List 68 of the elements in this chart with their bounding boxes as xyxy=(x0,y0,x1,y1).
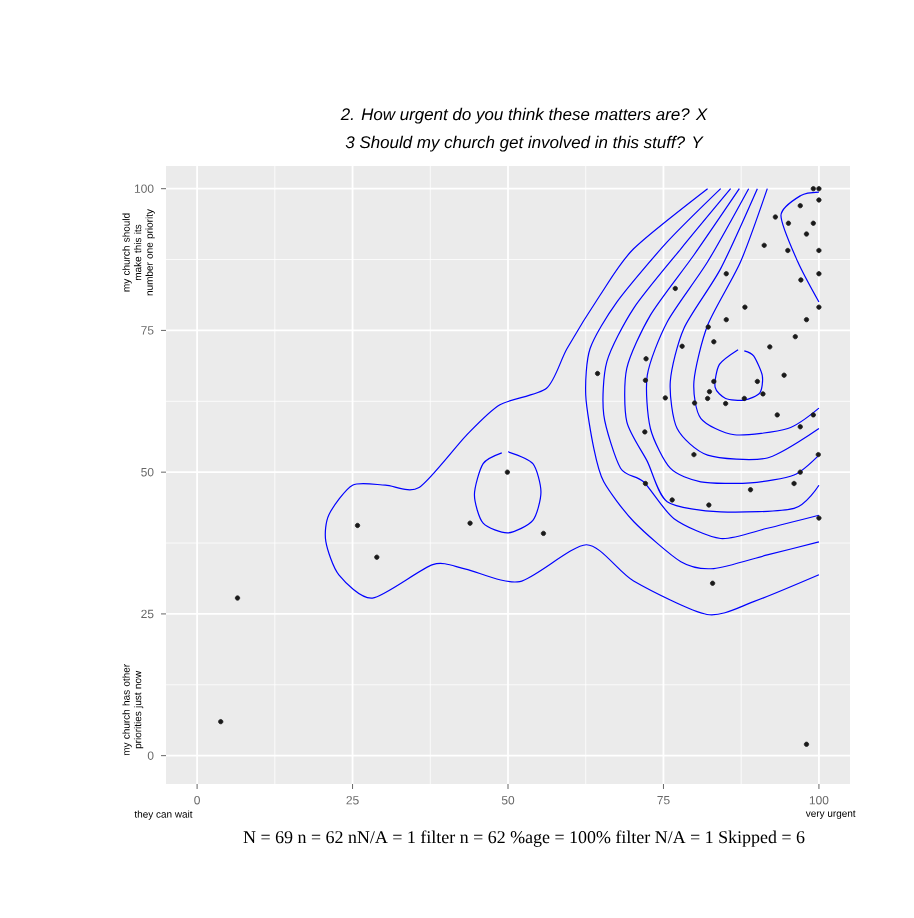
point xyxy=(711,339,717,345)
point xyxy=(706,389,713,395)
point xyxy=(785,247,791,254)
point xyxy=(742,304,748,310)
point xyxy=(643,356,649,362)
point xyxy=(810,220,816,226)
point xyxy=(504,469,510,475)
point xyxy=(816,271,822,277)
point xyxy=(540,530,547,536)
point xyxy=(691,451,697,458)
line-series xyxy=(624,188,820,513)
point xyxy=(706,502,712,508)
point xyxy=(785,220,792,226)
point xyxy=(810,186,816,192)
point xyxy=(642,429,648,435)
point xyxy=(797,469,803,475)
point xyxy=(816,515,822,521)
point xyxy=(772,214,778,220)
line-series xyxy=(693,188,820,436)
point xyxy=(797,424,803,430)
point xyxy=(218,719,224,725)
point xyxy=(723,271,729,277)
point xyxy=(374,554,380,560)
point xyxy=(816,304,822,310)
point xyxy=(803,317,810,323)
point xyxy=(709,580,716,586)
point xyxy=(774,412,780,418)
line-series xyxy=(324,188,820,616)
point xyxy=(705,324,711,330)
point xyxy=(791,480,797,487)
point xyxy=(741,395,747,402)
point xyxy=(747,487,754,493)
line-series xyxy=(473,451,542,534)
point xyxy=(761,242,767,248)
point xyxy=(691,400,698,406)
point xyxy=(767,344,773,350)
point xyxy=(354,522,361,529)
point xyxy=(234,595,241,601)
point xyxy=(792,334,798,340)
line-series xyxy=(669,188,820,461)
text: N = 69 n = 62 nN/A = 1 filter n = 62 %age = 100% filter N/A = 1 Skipped = 6 xyxy=(243,830,805,847)
chart-title: 2. How urgent do you think these matters are? X xyxy=(340,107,708,124)
point xyxy=(723,317,729,323)
point xyxy=(711,378,717,385)
point xyxy=(816,247,822,254)
point xyxy=(642,377,649,383)
point xyxy=(797,203,803,209)
point xyxy=(467,520,473,526)
point xyxy=(781,372,787,378)
point xyxy=(723,400,729,407)
point xyxy=(815,451,821,458)
point xyxy=(705,395,711,402)
chart-subtitle: 3 Should my church get involved in this stuff? Y xyxy=(345,135,704,152)
point xyxy=(816,197,822,203)
point xyxy=(672,285,678,292)
point xyxy=(803,231,810,237)
point xyxy=(760,391,766,397)
line-series xyxy=(645,188,820,485)
point xyxy=(679,343,685,349)
point xyxy=(803,741,810,747)
point xyxy=(642,480,649,487)
point xyxy=(798,277,804,283)
point xyxy=(662,395,668,401)
point xyxy=(816,186,822,192)
point xyxy=(669,497,675,503)
point xyxy=(810,412,816,418)
point xyxy=(594,370,601,377)
point xyxy=(754,378,760,385)
